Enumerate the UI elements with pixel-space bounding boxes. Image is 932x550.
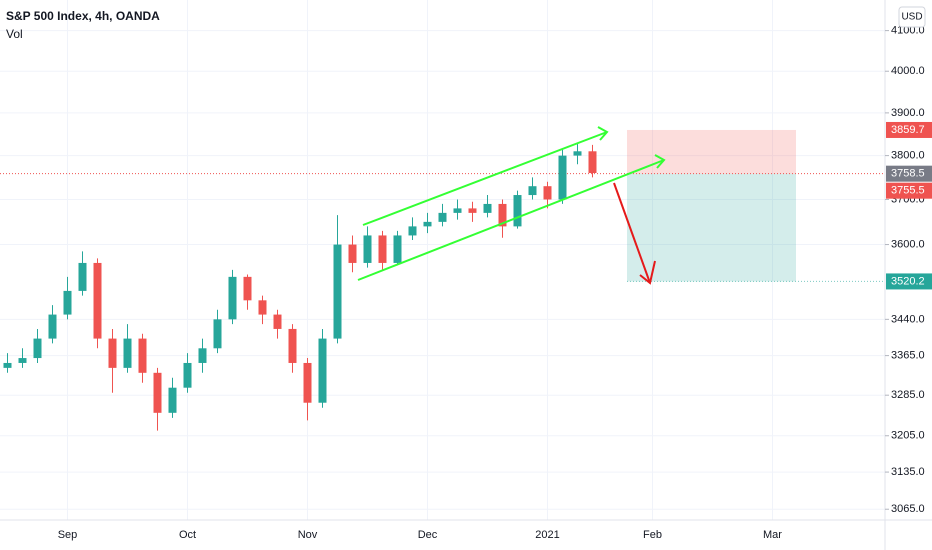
candle-body [573,151,582,156]
candle-body [138,338,147,373]
y-tick-label: 3600.0 [891,238,925,250]
candle-body [528,186,537,196]
candle-body [378,235,387,263]
candle-body [558,155,567,200]
x-tick-label: Mar [763,529,782,541]
price-label-bg [886,165,932,182]
price-label: 3755.5 [891,185,925,197]
y-tick-label: 3205.0 [891,430,925,442]
x-tick-label: Sep [58,529,78,541]
candle-body [33,338,42,359]
volume-label: Vol [6,27,23,41]
y-tick-label: 3900.0 [891,107,925,119]
candle-body [93,262,102,339]
candle-body [498,203,507,227]
price-label-bg [886,273,932,290]
candle-body [363,235,372,263]
y-tick-label: 3285.0 [891,389,925,401]
candle-body [513,195,522,227]
price-label: 3758.5 [891,168,925,180]
arrow-head [639,260,656,285]
arrow-head [597,126,609,141]
candle-body [288,328,297,363]
price-label: 3859.7 [891,124,925,136]
target-zone [627,173,796,282]
candle-body [243,276,252,301]
candle-body [303,362,312,403]
candle-body [483,203,492,213]
candle-body [408,226,417,236]
candle-body [258,300,267,315]
currency-label[interactable]: USD [901,12,922,23]
candle-body [468,208,477,213]
chart-title: S&P 500 Index, 4h, OANDA [6,9,160,23]
channel-upper [362,131,608,226]
drawings [357,126,666,285]
x-tick-label: Dec [418,529,438,541]
x-tick-label: Nov [298,529,318,541]
x-tick-label: Feb [643,529,662,541]
candle-body [453,208,462,213]
price-label-bg [886,121,932,138]
candle-body [543,186,552,200]
y-tick-label: 3440.0 [891,313,925,325]
candle-body [393,235,402,263]
y-tick-label: 3135.0 [891,466,925,478]
candle-body [123,338,132,368]
candle-body [423,221,432,227]
candle-body [318,338,327,403]
currency-button[interactable] [898,6,926,28]
forecast-arrow [613,182,651,284]
price-label-bg [886,182,932,199]
candle-body [78,262,87,291]
y-tick-label: 3065.0 [891,503,925,515]
candle-body [108,338,117,368]
candle-body [588,151,597,174]
candle-body [348,244,357,263]
candle-body [18,358,27,363]
candle-body [213,319,222,349]
y-tick-label: 3800.0 [891,150,925,162]
candle-body [333,244,342,339]
y-tick-label: 4100.0 [891,25,925,37]
candle-body [228,276,237,320]
candle-body [183,362,192,388]
price-label: 3520.2 [891,275,925,287]
candle-body [438,212,447,222]
y-tick-label: 4000.0 [891,65,925,77]
candle-body [273,314,282,329]
candle-body [198,348,207,363]
y-tick-label: 3365.0 [891,350,925,362]
channel-lower [357,159,665,281]
candle-body [63,290,72,315]
x-tick-label: Oct [179,529,196,541]
candle-body [153,372,162,413]
arrow-head [654,154,666,169]
candle-body [3,362,12,368]
candle-body [48,314,57,339]
stop-zone [627,129,796,174]
x-tick-label: 2021 [535,529,559,541]
candle-body [168,387,177,413]
